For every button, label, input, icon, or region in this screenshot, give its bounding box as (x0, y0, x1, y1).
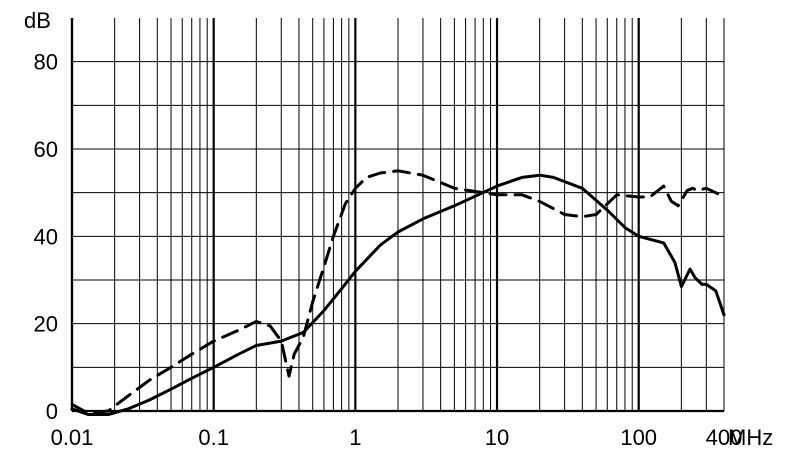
y-tick-label: 40 (34, 224, 58, 249)
x-axis-label: MHz (728, 425, 773, 450)
x-tick-label: 100 (620, 425, 657, 450)
tick-labels: 0 20 40 60 80 0.01 0.1 1 10 100 400 (34, 50, 743, 450)
x-tick-label: 1 (349, 425, 361, 450)
y-tick-label: 60 (34, 137, 58, 162)
series-line-solid (70, 173, 726, 416)
x-tick-label: 400 (706, 425, 743, 450)
y-tick-label: 0 (46, 399, 58, 424)
y-tick-label: 20 (34, 312, 58, 337)
x-tick-label: 0.01 (51, 425, 94, 450)
y-tick-label: 80 (34, 50, 58, 75)
series-layer (70, 169, 726, 416)
grid (70, 18, 725, 413)
y-axis-label: dB (24, 8, 51, 33)
x-tick-label: 0.1 (198, 425, 229, 450)
series-line-dashed (70, 169, 726, 415)
x-tick-label: 10 (485, 425, 509, 450)
